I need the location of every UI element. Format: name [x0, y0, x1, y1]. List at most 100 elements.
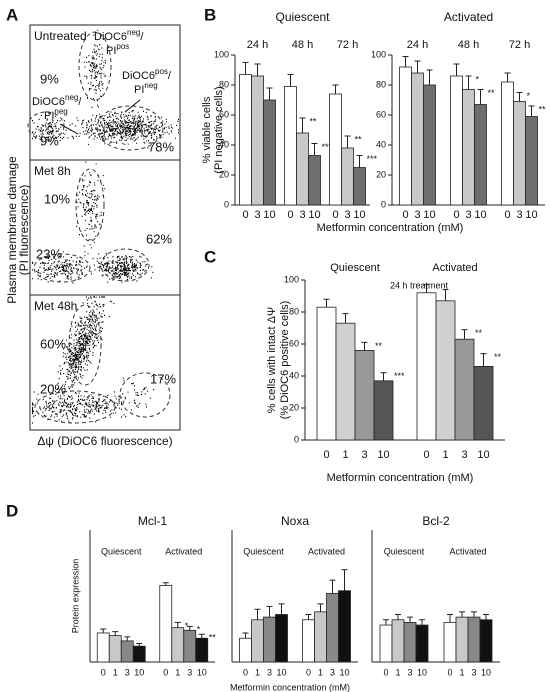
- x-tick-label: 1: [395, 667, 400, 677]
- x-tick-label: 0: [447, 667, 452, 677]
- flow-dots: [83, 29, 107, 120]
- y-tick-label: 0: [224, 199, 229, 209]
- error-bar: [461, 329, 468, 340]
- bar: [284, 86, 297, 206]
- panel-label: A: [6, 5, 18, 24]
- gate: [100, 248, 150, 282]
- group-label: 24 h: [247, 39, 268, 51]
- chart-title: Quiescent: [275, 10, 330, 24]
- bar: [251, 619, 264, 663]
- bar: [450, 75, 463, 206]
- error-bar: [383, 619, 389, 626]
- flow-dots: [32, 251, 94, 284]
- error-bar: [305, 613, 312, 620]
- error-bar: [356, 155, 363, 168]
- x-tick-label: 3: [299, 209, 305, 221]
- x-tick-label: 10: [417, 667, 427, 677]
- error-bar: [453, 63, 460, 76]
- bar: [467, 616, 481, 663]
- flow-dots: [90, 252, 154, 283]
- bar: [296, 132, 309, 206]
- y-tick-label: 40: [289, 370, 299, 380]
- bar: [341, 147, 354, 206]
- significance: ***: [322, 142, 333, 152]
- error-bar: [332, 84, 339, 94]
- x-tick-label: 3: [330, 667, 335, 677]
- error-bar: [471, 611, 477, 618]
- x-tick-label: 1: [459, 667, 464, 677]
- error-bar: [528, 105, 535, 117]
- significance: ***: [394, 371, 405, 381]
- gate: [75, 168, 105, 242]
- bar: [120, 640, 134, 663]
- x-tick-label: 3: [344, 209, 350, 221]
- error-bar: [426, 69, 433, 85]
- bar: [379, 624, 393, 663]
- label-part: DiOC6: [94, 31, 127, 43]
- gate-percent: 9%: [40, 71, 59, 86]
- error-bar: [254, 608, 261, 620]
- y-axis-label: (% DiOC6 positive cells): [279, 301, 291, 420]
- gate-percent: 17%: [150, 371, 176, 386]
- gate: [119, 372, 171, 418]
- gate-percent: 62%: [146, 231, 172, 246]
- bar: [108, 635, 122, 663]
- flow-dots: [113, 377, 155, 416]
- bar: [338, 590, 351, 663]
- label-part: DiOC6: [122, 70, 155, 82]
- panel-label: B: [204, 5, 216, 24]
- y-tick-label: 60: [289, 338, 299, 348]
- plot-title: Untreated: [34, 29, 87, 43]
- bar: [171, 627, 185, 663]
- bar: [403, 622, 417, 663]
- x-tick-label: 0: [504, 209, 510, 221]
- group-label: 72 h: [509, 39, 530, 51]
- significance: **: [488, 88, 496, 98]
- group-label: Activated: [449, 546, 486, 556]
- gate-label: PIneg: [134, 81, 158, 96]
- error-bar: [380, 372, 387, 381]
- bar: [239, 637, 252, 663]
- significance: *: [185, 621, 189, 631]
- error-bar: [317, 603, 324, 612]
- y-tick-label: 20: [376, 169, 386, 179]
- gate-label: DiOC6neg/: [32, 93, 82, 108]
- y-tick-label: 0: [381, 199, 386, 209]
- label-part: /: [168, 70, 172, 82]
- x-tick-label: 10: [134, 667, 144, 677]
- x-tick-label: 0: [383, 667, 388, 677]
- group-label: Activated: [165, 546, 202, 556]
- bar: [335, 322, 356, 441]
- x-tick-label: 10: [339, 667, 349, 677]
- chart-title: Activated: [444, 10, 493, 24]
- y-tick-label: 100: [371, 49, 386, 59]
- x-tick-label: 0: [101, 667, 106, 677]
- error-bar: [483, 613, 489, 620]
- x-tick-label: 10: [276, 667, 286, 677]
- superscript: pos: [116, 42, 129, 51]
- gate-percent: 20%: [40, 381, 66, 396]
- y-tick-label: 20: [289, 402, 299, 412]
- x-tick-label: 0: [332, 209, 338, 221]
- arrow: [59, 123, 79, 135]
- label-part: PI: [134, 84, 144, 96]
- y-tick-label: 40: [376, 139, 386, 149]
- x-tick-label: 1: [442, 449, 448, 461]
- y-axis-label: % cells with intact ΔΨ: [266, 307, 278, 413]
- significance: **: [494, 352, 502, 362]
- x-tick-label: 3: [361, 449, 367, 461]
- bar: [462, 89, 475, 206]
- x-tick-label: 0: [242, 209, 248, 221]
- group-label: Quiescent: [330, 262, 380, 274]
- flow-dots: [70, 106, 179, 149]
- superscript: neg: [144, 81, 157, 90]
- gate-label: PIpos: [106, 42, 129, 57]
- y-tick-label: 20: [219, 169, 229, 179]
- group-label: Quiescent: [243, 546, 284, 556]
- bar: [353, 167, 366, 206]
- bar: [183, 629, 197, 663]
- x-tick-label: 0: [243, 667, 248, 677]
- bar: [316, 306, 337, 441]
- group-label: Quiescent: [384, 546, 425, 556]
